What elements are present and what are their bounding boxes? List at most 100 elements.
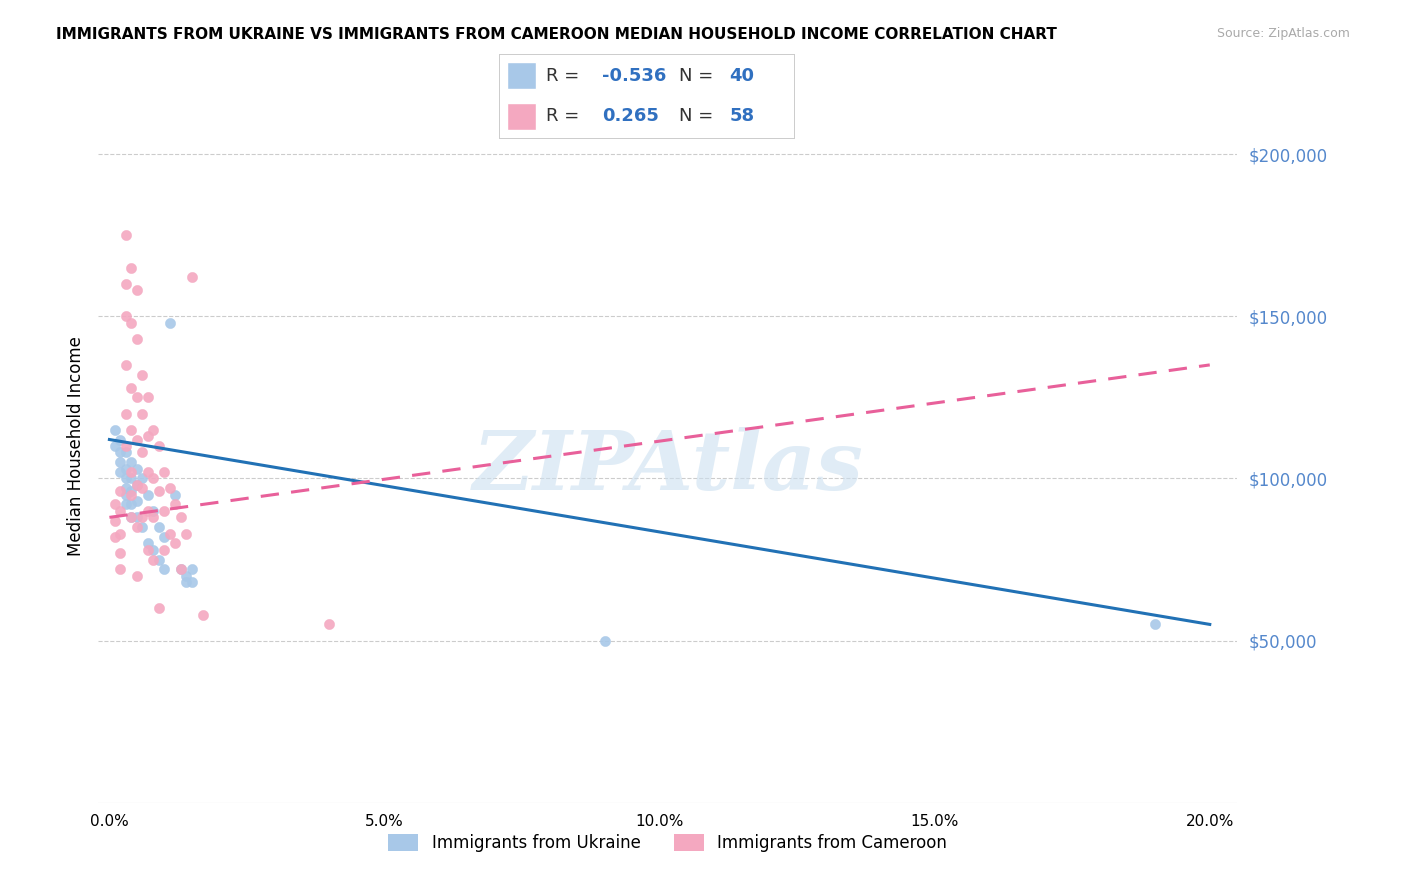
Point xyxy=(120,497,142,511)
Point xyxy=(136,536,159,550)
Point xyxy=(159,316,181,330)
Point xyxy=(104,439,127,453)
Point xyxy=(120,488,142,502)
Point xyxy=(115,488,138,502)
Point xyxy=(159,526,181,541)
Point xyxy=(153,562,176,576)
Point xyxy=(120,316,142,330)
FancyBboxPatch shape xyxy=(506,103,536,130)
Point xyxy=(115,445,138,459)
Point xyxy=(125,568,148,582)
Point xyxy=(142,510,165,524)
Point xyxy=(115,310,138,324)
Point xyxy=(142,423,165,437)
Text: R =: R = xyxy=(547,67,585,85)
Point xyxy=(115,277,138,291)
Point xyxy=(170,510,193,524)
Text: 40: 40 xyxy=(730,67,755,85)
Point xyxy=(120,381,142,395)
Point xyxy=(142,552,165,566)
Point xyxy=(131,471,153,485)
Point xyxy=(148,552,170,566)
Text: 0.265: 0.265 xyxy=(603,107,659,125)
Point xyxy=(125,283,148,297)
Point xyxy=(159,481,181,495)
Point xyxy=(131,520,153,534)
Point xyxy=(104,530,127,544)
Point xyxy=(170,562,193,576)
Point xyxy=(165,536,187,550)
Point xyxy=(120,423,142,437)
Point xyxy=(142,542,165,557)
Point xyxy=(115,497,138,511)
Point xyxy=(153,504,176,518)
Point xyxy=(120,465,142,479)
Point xyxy=(120,510,142,524)
Point xyxy=(165,488,187,502)
Point xyxy=(181,575,204,590)
Point xyxy=(136,390,159,404)
Point xyxy=(142,504,165,518)
Point xyxy=(125,494,148,508)
Point xyxy=(104,514,127,528)
Point xyxy=(110,433,132,447)
Point xyxy=(125,433,148,447)
Text: IMMIGRANTS FROM UKRAINE VS IMMIGRANTS FROM CAMEROON MEDIAN HOUSEHOLD INCOME CORR: IMMIGRANTS FROM UKRAINE VS IMMIGRANTS FR… xyxy=(56,27,1057,42)
Text: -0.536: -0.536 xyxy=(603,67,666,85)
Point xyxy=(142,471,165,485)
Y-axis label: Median Household Income: Median Household Income xyxy=(66,336,84,556)
Point xyxy=(110,526,132,541)
Point xyxy=(148,484,170,499)
Point xyxy=(593,633,616,648)
Point xyxy=(176,526,198,541)
Point xyxy=(165,497,187,511)
Point xyxy=(125,461,148,475)
Point xyxy=(110,484,132,499)
Text: N =: N = xyxy=(679,67,720,85)
Point xyxy=(120,471,142,485)
Point xyxy=(181,562,204,576)
Point xyxy=(131,368,153,382)
Point xyxy=(176,568,198,582)
Point xyxy=(110,504,132,518)
Point xyxy=(125,510,148,524)
Point xyxy=(318,617,340,632)
Point xyxy=(191,607,214,622)
Point xyxy=(131,510,153,524)
FancyBboxPatch shape xyxy=(506,62,536,89)
Point xyxy=(110,546,132,560)
Point xyxy=(120,260,142,275)
Point xyxy=(148,439,170,453)
Point xyxy=(181,270,204,285)
Point xyxy=(170,562,193,576)
Point xyxy=(115,461,138,475)
Legend: Immigrants from Ukraine, Immigrants from Cameroon: Immigrants from Ukraine, Immigrants from… xyxy=(382,827,953,859)
Point xyxy=(176,575,198,590)
Point xyxy=(125,478,148,492)
Point xyxy=(136,465,159,479)
Point xyxy=(131,445,153,459)
Point xyxy=(120,455,142,469)
Point xyxy=(120,510,142,524)
Text: N =: N = xyxy=(679,107,720,125)
Point xyxy=(115,439,138,453)
Point xyxy=(110,465,132,479)
Point xyxy=(110,445,132,459)
Point xyxy=(136,504,159,518)
Text: ZIPAtlas: ZIPAtlas xyxy=(472,427,863,508)
Point xyxy=(131,481,153,495)
Point xyxy=(110,455,132,469)
Text: R =: R = xyxy=(547,107,585,125)
Point xyxy=(148,520,170,534)
Point xyxy=(136,542,159,557)
Point xyxy=(153,465,176,479)
Point xyxy=(115,358,138,372)
Point xyxy=(153,530,176,544)
Point xyxy=(115,471,138,485)
Point xyxy=(104,423,127,437)
Point xyxy=(110,562,132,576)
Point xyxy=(125,478,148,492)
Point xyxy=(125,520,148,534)
Point xyxy=(120,484,142,499)
Point xyxy=(125,390,148,404)
